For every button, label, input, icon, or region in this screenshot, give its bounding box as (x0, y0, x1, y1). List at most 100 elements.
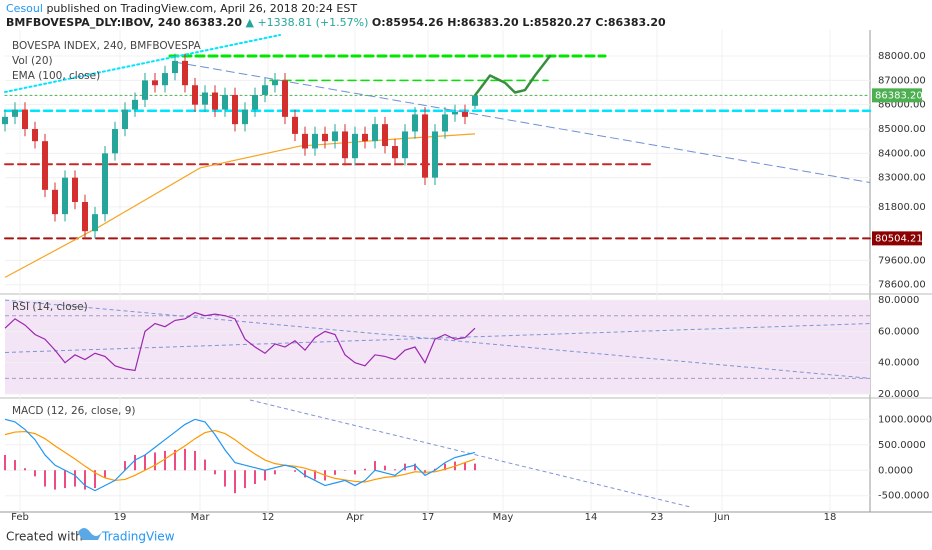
macd-hist-bar (234, 470, 236, 494)
candle-body (322, 133, 328, 142)
footer-brand[interactable]: TradingView (101, 530, 175, 544)
y-tick-label: 84000.00 (878, 148, 926, 159)
macd-hist-bar (134, 454, 136, 471)
change: ▲ +1338.81 (+1.57%) (245, 16, 369, 29)
candle-body (302, 133, 308, 149)
y-tick-label: 86000.00 (878, 100, 926, 111)
rsi-line (4, 311, 476, 372)
macd-line (4, 418, 476, 492)
candle-body (92, 214, 98, 232)
publish-line: Cesoul published on TradingView.com, Apr… (6, 2, 666, 16)
candle-body (432, 131, 438, 178)
candle-body (142, 80, 148, 100)
macd-hist-bar (94, 470, 96, 489)
rsi-band (5, 300, 870, 394)
candle-body (372, 124, 378, 142)
macd-hist-bar (364, 468, 366, 471)
candle-body (282, 80, 288, 117)
candle-body (112, 129, 118, 154)
drawing-line (473, 54, 552, 97)
macd-hist-bar (204, 459, 206, 471)
macd-hist-bar (224, 470, 226, 487)
candle-body (472, 95, 478, 106)
macd-hist-bar (394, 469, 396, 471)
macd-hist-bar (54, 470, 56, 490)
candle-body (312, 133, 318, 149)
candle-body (212, 92, 218, 110)
candle-body (292, 116, 298, 134)
symbol: BMFBOVESPA_DLY:IBOV, 240 (6, 16, 181, 29)
candle-body (242, 109, 248, 125)
y-tick-label: 20.0000 (878, 389, 919, 400)
drawing-line (4, 33, 281, 94)
y-tick-label: 85000.00 (878, 124, 926, 135)
candle-body (382, 124, 388, 147)
macd-hist-bar (304, 470, 306, 478)
y-tick-label: 83000.00 (878, 173, 926, 184)
y-tick-label: 79600.00 (878, 255, 926, 266)
candle-body (452, 111, 458, 115)
y-tick-label: -500.0000 (878, 491, 929, 502)
macd-hist-bar (184, 448, 186, 471)
rsi-label: RSI (14, close) (12, 301, 88, 313)
macd-hist-bar (244, 470, 246, 489)
macd-hist-bar (374, 461, 376, 471)
candle-body (402, 131, 408, 159)
candle-body (172, 60, 178, 74)
candle-body (22, 109, 28, 130)
x-tick-label: Mar (191, 512, 211, 523)
macd-hist-bar (464, 462, 466, 471)
author[interactable]: Cesoul (6, 2, 43, 15)
macd-hist-bar (334, 470, 336, 475)
macd-hist-bar (384, 465, 386, 471)
footer-created: Created with (6, 530, 83, 544)
candle-body (62, 177, 68, 215)
y-tick-label: 1000.0000 (878, 414, 932, 425)
price-tag-label: 80504.21 (875, 233, 923, 244)
drawing-line (174, 61, 871, 184)
macd-hist-bar (14, 460, 16, 471)
macd-hist-bar (24, 468, 26, 471)
ema-line (4, 133, 476, 278)
candle-body (272, 80, 278, 86)
candle-body (442, 114, 448, 132)
macd-hist-bar (194, 450, 196, 471)
signal-line (4, 429, 476, 483)
x-tick-label: May (493, 512, 514, 523)
candle-body (252, 94, 258, 110)
candle-body (192, 85, 198, 105)
price-tag (872, 231, 922, 246)
candle-body (412, 114, 418, 132)
candle-body (32, 129, 38, 142)
macd-hist-bar (4, 454, 6, 471)
candle-body (42, 141, 48, 190)
x-tick-label: 14 (585, 512, 598, 523)
ohlc: O:85954.26 H:86383.20 L:85820.27 C:86383… (371, 16, 666, 29)
candle-body (462, 111, 468, 117)
macd-hist-bar (274, 470, 276, 475)
candle-body (342, 131, 348, 159)
y-tick-label: 40.0000 (878, 358, 919, 369)
macd-hist-bar (64, 470, 66, 489)
macd-hist-bar (104, 470, 106, 478)
logo (78, 528, 102, 540)
macd-hist-bar (214, 470, 216, 475)
candle-body (392, 146, 398, 159)
candle-body (362, 133, 368, 142)
candle-body (2, 116, 8, 125)
rsi-trendline (4, 299, 871, 379)
candle-body (152, 80, 158, 86)
x-tick-label: 23 (651, 512, 664, 523)
macd-hist-bar (314, 470, 316, 480)
candle-body (162, 73, 168, 86)
legend-label: BOVESPA INDEX, 240, BMFBOVESPA (12, 40, 202, 52)
legend-label: EMA (100, close) (12, 70, 100, 82)
candle-body (222, 94, 228, 110)
macd-hist-bar (474, 463, 476, 471)
macd-hist-bar (144, 454, 146, 471)
legend-label: Vol (20) (12, 55, 53, 67)
macd-hist-bar (344, 470, 346, 471)
x-tick-label: Jun (713, 512, 730, 523)
